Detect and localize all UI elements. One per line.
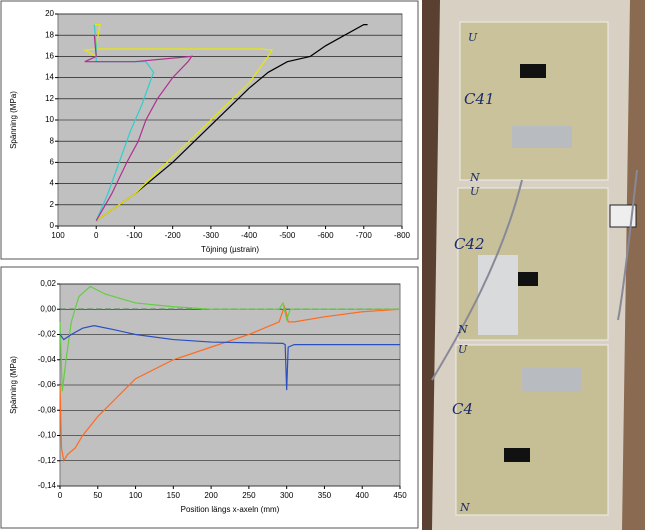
plate-mark: U [458, 343, 468, 356]
gauge [504, 448, 530, 462]
tape [478, 255, 518, 335]
y-tick-label: -0,04 [38, 355, 57, 364]
gauge [520, 64, 546, 78]
tape [522, 368, 582, 392]
x-tick-label: -800 [394, 231, 411, 240]
y-tick-label: 16 [45, 52, 54, 61]
y-tick-label: -0,14 [38, 481, 57, 490]
y-tick-label: -0,02 [38, 330, 57, 339]
x-tick-label: 100 [51, 231, 65, 240]
x-tick-label: 400 [356, 491, 370, 500]
y-tick-label: 2 [50, 200, 55, 209]
x-tick-label: 450 [393, 491, 407, 500]
x-tick-label: 150 [167, 491, 181, 500]
y-axis-label: Spänning (MPa) [9, 91, 18, 149]
y-tick-label: 0,00 [40, 304, 56, 313]
y-tick-label: 0 [50, 221, 55, 230]
y-tick-label: -0,10 [38, 431, 57, 440]
x-tick-label: 50 [93, 491, 102, 500]
x-tick-label: 200 [204, 491, 218, 500]
plate-mark: U [468, 31, 478, 44]
x-tick-label: -400 [241, 231, 258, 240]
x-tick-label: 350 [318, 491, 332, 500]
x-tick-label: -600 [318, 231, 335, 240]
x-tick-label: 0 [58, 491, 63, 500]
plate-mark: N [457, 323, 468, 336]
x-axis-label: Töjning (µstrain) [201, 245, 259, 254]
y-tick-label: 10 [45, 115, 54, 124]
x-tick-label: 0 [94, 231, 99, 240]
photo: C41 C42 C4 U N U N U N [422, 0, 645, 530]
y-axis-label: Spänning (MPa) [9, 356, 18, 414]
x-tick-label: 250 [242, 491, 256, 500]
y-tick-label: 8 [50, 136, 55, 145]
plate-mark: N [469, 171, 480, 184]
x-tick-label: -300 [203, 231, 220, 240]
x-tick-label: -500 [279, 231, 296, 240]
plate-label: C4 [452, 400, 473, 418]
y-tick-label: 4 [50, 179, 55, 188]
plate-label: C42 [454, 235, 485, 253]
x-tick-label: -100 [126, 231, 143, 240]
y-tick-label: 14 [45, 73, 54, 82]
x-tick-label: 300 [280, 491, 294, 500]
y-tick-label: 6 [50, 158, 55, 167]
plate-mark: U [470, 185, 480, 198]
y-tick-label: -0,06 [38, 380, 57, 389]
x-axis-label: Position längs x-axeln (mm) [181, 505, 280, 514]
x-tick-label: -700 [356, 231, 373, 240]
x-tick-label: -200 [165, 231, 182, 240]
tape [512, 126, 572, 148]
page: 024681012141618201000-100-200-300-400-50… [0, 0, 645, 530]
plate-label: C41 [464, 90, 495, 108]
y-tick-label: 0,02 [40, 279, 56, 288]
y-tick-label: -0,08 [38, 405, 57, 414]
x-tick-label: 100 [129, 491, 143, 500]
y-tick-label: -0,12 [38, 456, 57, 465]
plate-mark: N [459, 501, 470, 514]
y-tick-label: 18 [45, 30, 54, 39]
y-tick-label: 12 [45, 94, 54, 103]
y-tick-label: 20 [45, 9, 54, 18]
